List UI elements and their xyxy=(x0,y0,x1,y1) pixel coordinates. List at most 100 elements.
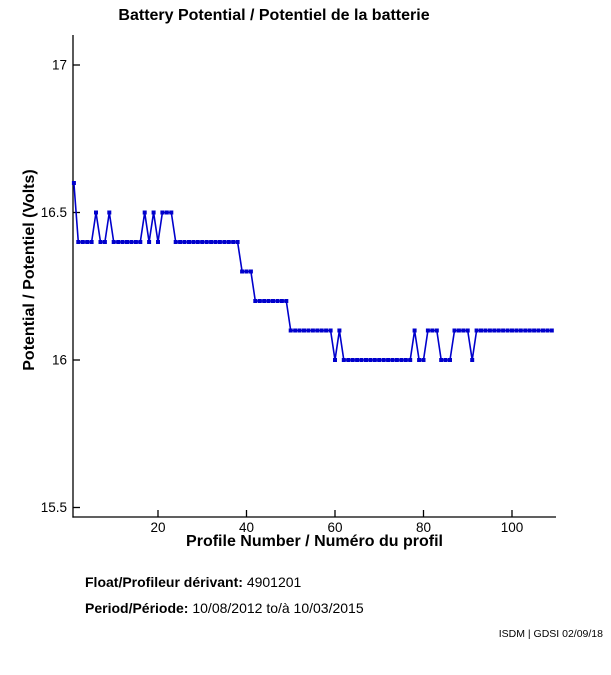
data-point-marker xyxy=(231,240,236,244)
data-point-marker xyxy=(496,328,501,333)
data-line xyxy=(73,182,552,361)
data-point-marker xyxy=(421,358,426,362)
data-point-marker xyxy=(452,328,457,333)
data-point-marker xyxy=(399,358,404,362)
data-point-marker xyxy=(191,240,196,244)
data-point-marker xyxy=(80,240,85,244)
data-point-marker xyxy=(456,328,461,333)
data-point-marker xyxy=(514,328,519,333)
data-point-marker xyxy=(394,358,399,362)
data-point-marker xyxy=(341,358,346,362)
data-point-marker xyxy=(151,210,156,215)
data-point-marker xyxy=(156,240,160,244)
data-point-marker xyxy=(222,240,227,244)
data-point-marker xyxy=(160,210,165,215)
data-point-marker xyxy=(474,328,479,333)
data-point-marker xyxy=(527,328,532,333)
data-point-marker xyxy=(94,210,98,215)
data-point-marker xyxy=(368,358,373,362)
data-point-marker xyxy=(549,328,554,333)
data-point-marker xyxy=(240,269,245,274)
data-point-marker xyxy=(501,328,506,333)
y-tick-label: 17 xyxy=(52,58,67,73)
data-point-marker xyxy=(412,328,417,333)
data-point-marker xyxy=(518,328,523,333)
data-point-marker xyxy=(129,240,134,244)
data-point-marker xyxy=(381,358,386,362)
data-point-marker xyxy=(85,240,90,244)
data-point-marker xyxy=(182,240,187,244)
data-point-marker xyxy=(337,328,342,333)
data-point-marker xyxy=(443,358,448,362)
y-tick-label: 15.5 xyxy=(41,500,67,515)
data-point-marker xyxy=(284,299,289,303)
data-point-marker xyxy=(377,358,382,362)
data-point-marker xyxy=(187,240,191,244)
data-point-marker xyxy=(226,240,231,244)
data-point-marker xyxy=(510,328,514,333)
data-point-marker xyxy=(200,240,205,244)
credit-text: ISDM | GDSI 02/09/18 xyxy=(498,628,603,640)
data-point-marker xyxy=(470,358,475,362)
data-point-marker xyxy=(408,358,413,362)
data-point-marker xyxy=(355,358,360,362)
chart-title: Battery Potential / Potentiel de la batt… xyxy=(118,7,430,24)
data-point-marker xyxy=(403,358,408,362)
data-point-marker xyxy=(315,328,320,333)
data-point-marker xyxy=(169,210,174,215)
data-point-marker xyxy=(98,240,103,244)
data-point-marker xyxy=(430,328,435,333)
data-point-marker xyxy=(248,269,253,274)
data-point-marker xyxy=(532,328,537,333)
data-point-marker xyxy=(448,358,452,362)
data-point-marker xyxy=(288,328,293,333)
data-point-marker xyxy=(111,240,116,244)
data-point-marker xyxy=(279,299,284,303)
data-point-marker xyxy=(359,358,364,362)
data-point-marker xyxy=(523,328,528,333)
data-point-marker xyxy=(310,328,315,333)
data-point-marker xyxy=(209,240,214,244)
x-tick-label: 40 xyxy=(239,520,254,535)
data-point-marker xyxy=(487,328,492,333)
x-tick-label: 80 xyxy=(416,520,431,535)
data-point-marker xyxy=(217,240,222,244)
data-point-marker xyxy=(116,240,121,244)
data-point-marker xyxy=(213,240,218,244)
data-point-marker xyxy=(138,240,143,244)
x-tick-label: 20 xyxy=(150,520,165,535)
data-point-marker xyxy=(505,328,510,333)
data-point-marker xyxy=(271,299,275,303)
data-point-marker xyxy=(147,240,152,244)
x-tick-label: 60 xyxy=(327,520,342,535)
y-tick-label: 16.5 xyxy=(41,205,67,220)
y-tick-label: 16 xyxy=(52,353,67,368)
data-point-marker xyxy=(89,240,94,244)
data-point-marker xyxy=(142,210,147,215)
data-point-marker xyxy=(390,358,395,362)
data-point-marker xyxy=(102,240,107,244)
data-point-marker xyxy=(346,358,351,362)
data-point-marker xyxy=(461,328,466,333)
data-point-marker xyxy=(133,240,138,244)
data-point-marker xyxy=(541,328,545,333)
data-point-marker xyxy=(328,328,333,333)
data-point-marker xyxy=(164,210,169,215)
data-point-marker xyxy=(483,328,488,333)
data-point-marker xyxy=(293,328,298,333)
data-point-marker xyxy=(235,240,240,244)
data-point-marker xyxy=(76,240,81,244)
data-point-marker xyxy=(333,358,337,362)
data-point-marker xyxy=(434,328,439,333)
data-point-marker xyxy=(319,328,324,333)
x-axis-label: Profile Number / Numéro du profil xyxy=(186,533,443,550)
data-point-marker xyxy=(545,328,550,333)
data-point-marker xyxy=(257,299,262,303)
period-line: Period/Période: 10/08/2012 to/à 10/03/20… xyxy=(85,600,364,616)
data-point-marker xyxy=(372,358,377,362)
data-point-marker xyxy=(492,328,497,333)
data-point-marker xyxy=(262,299,267,303)
data-point-marker xyxy=(266,299,271,303)
